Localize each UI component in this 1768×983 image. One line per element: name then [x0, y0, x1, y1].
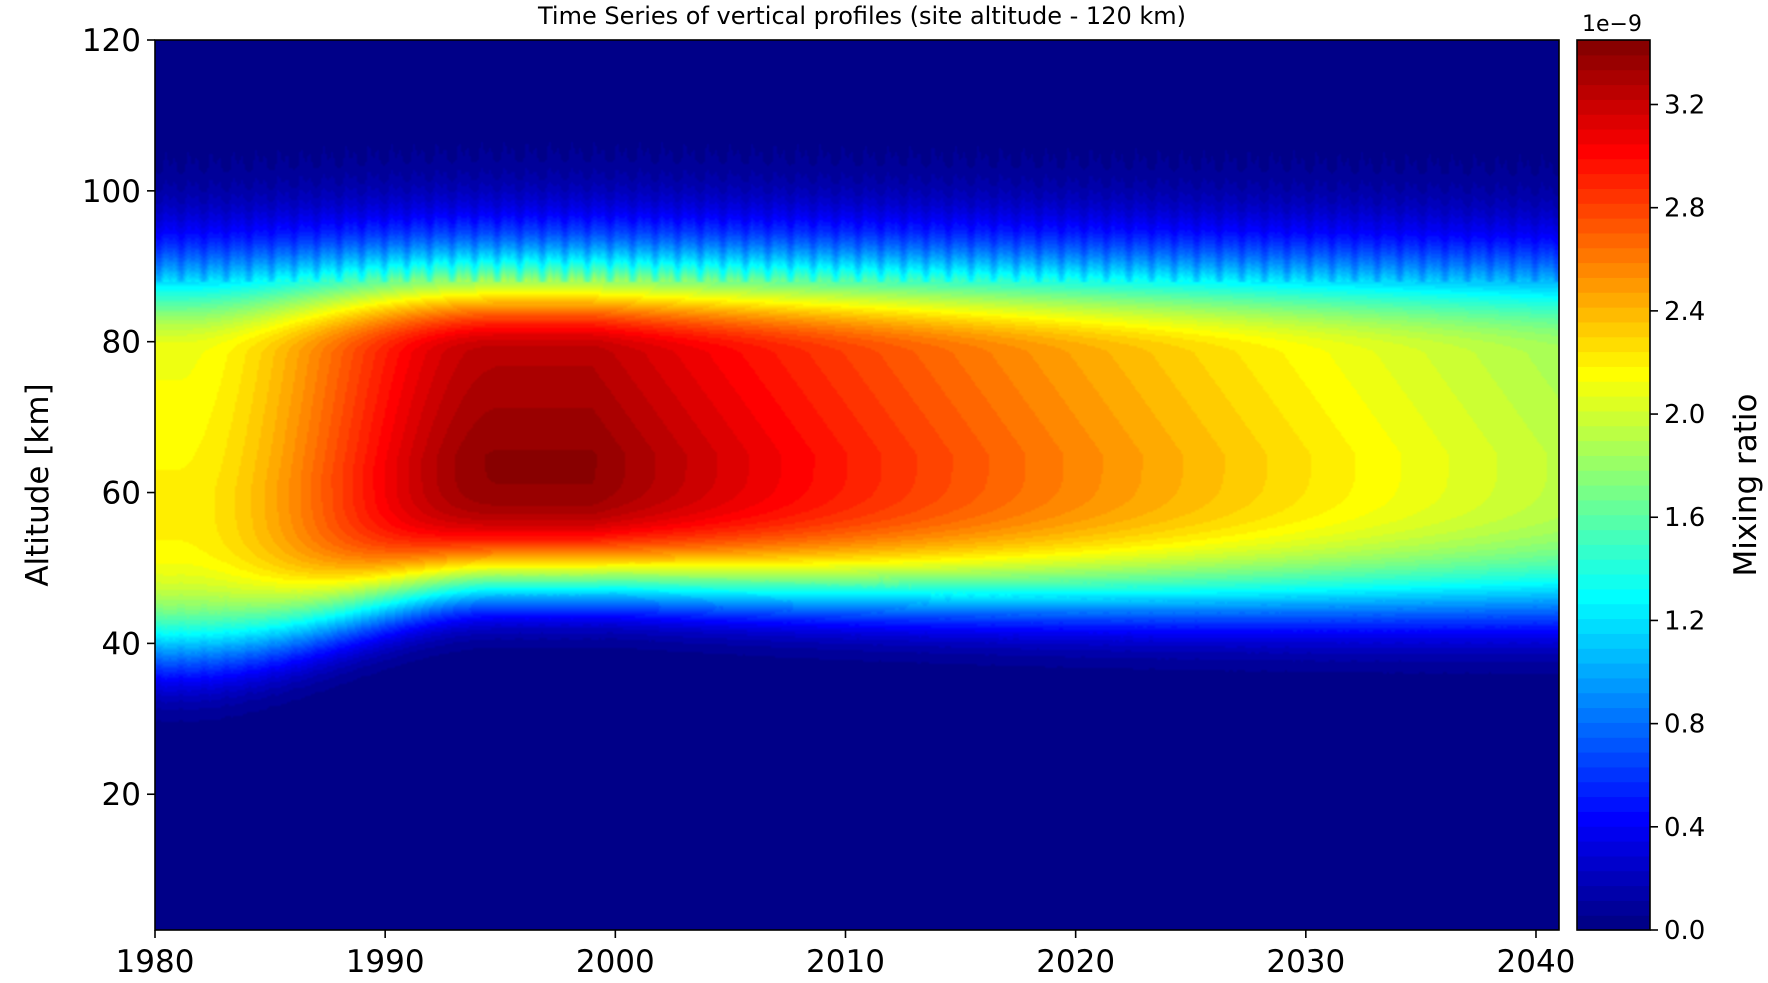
colorbar-tick-label-7: 2.8	[1664, 194, 1705, 224]
colorbar-band-28	[1577, 499, 1650, 516]
colorbar-band-29	[1577, 485, 1650, 501]
x-tick-label-2030: 2030	[1266, 944, 1345, 980]
colorbar-tick-label-6: 2.4	[1664, 297, 1705, 327]
colorbar-band-11	[1577, 752, 1650, 768]
y-tick-label-60: 60	[102, 476, 141, 512]
x-tick-label-2020: 2020	[1036, 944, 1115, 980]
colorbar-bands	[1577, 40, 1650, 931]
colorbar-band-14	[1577, 707, 1650, 723]
colorbar-band-1	[1577, 900, 1650, 916]
colorbar-band-44	[1577, 262, 1650, 278]
colorbar-band-31	[1577, 455, 1650, 471]
colorbar-band-4	[1577, 855, 1650, 872]
colorbar-band-37	[1577, 366, 1650, 382]
y-tick-label-40: 40	[102, 626, 141, 662]
colorbar-band-41	[1577, 307, 1650, 323]
colorbar-band-2	[1577, 885, 1650, 901]
colorbar-band-53	[1577, 129, 1650, 145]
y-tick-label-20: 20	[102, 777, 141, 813]
y-axis-label: Altitude [km]	[20, 383, 56, 586]
colorbar-offset-label: 1e−9	[1582, 12, 1642, 37]
colorbar-band-16	[1577, 677, 1650, 694]
colorbar-band-26	[1577, 529, 1650, 545]
x-tick-label-2000: 2000	[576, 944, 655, 980]
colorbar-band-15	[1577, 692, 1650, 709]
colorbar-tick-label-8: 3.2	[1664, 90, 1705, 120]
colorbar-band-51	[1577, 158, 1650, 175]
colorbar-band-10	[1577, 766, 1650, 783]
colorbar-band-46	[1577, 232, 1650, 249]
colorbar-tick-label-4: 1.6	[1664, 503, 1705, 533]
colorbar-band-8	[1577, 796, 1650, 812]
colorbar-band-47	[1577, 218, 1650, 234]
colorbar-band-40	[1577, 321, 1650, 338]
x-tick-label-2040: 2040	[1497, 944, 1576, 980]
colorbar-band-57	[1577, 69, 1650, 86]
colorbar-band-0	[1577, 915, 1650, 931]
colorbar-tick-label-3: 1.2	[1664, 606, 1705, 636]
colorbar-band-35	[1577, 396, 1650, 412]
colorbar-band-17	[1577, 663, 1650, 679]
y-axis: 20 40 60 80 100 120	[82, 23, 155, 813]
colorbar-tick-label-2: 0.8	[1664, 710, 1705, 740]
colorbar-band-18	[1577, 648, 1650, 664]
x-tick-label-1980: 1980	[116, 944, 195, 980]
colorbar-band-33	[1577, 425, 1650, 442]
colorbar-band-21	[1577, 603, 1650, 620]
colorbar-band-58	[1577, 54, 1650, 71]
colorbar-band-55	[1577, 99, 1650, 115]
heatmap-field	[155, 40, 1559, 930]
colorbar-band-12	[1577, 737, 1650, 753]
chart-title: Time Series of vertical profiles (site a…	[537, 2, 1186, 30]
colorbar-band-23	[1577, 574, 1650, 590]
colorbar-band-48	[1577, 203, 1650, 219]
x-axis: 1980 1990 2000 2010 2020 2030 2040	[116, 930, 1576, 980]
colorbar-band-9	[1577, 781, 1650, 798]
colorbar-band-24	[1577, 559, 1650, 575]
colorbar-band-52	[1577, 143, 1650, 160]
y-tick-label-120: 120	[82, 23, 141, 59]
colorbar-tick-label-0: 0.0	[1664, 916, 1705, 946]
plot-area	[154, 39, 1560, 931]
colorbar-band-30	[1577, 470, 1650, 486]
colorbar-band-20	[1577, 618, 1650, 634]
colorbar-band-59	[1577, 40, 1650, 56]
colorbar-label: Mixing ratio	[1728, 394, 1764, 577]
colorbar-band-42	[1577, 292, 1650, 308]
colorbar-band-45	[1577, 247, 1650, 264]
y-tick-label-100: 100	[82, 174, 141, 210]
colorbar-band-34	[1577, 410, 1650, 427]
colorbar-axis: 0.0 0.4 0.8 1.2 1.6 2.0 2.4 2.8 3.2	[1650, 90, 1705, 946]
colorbar-band-39	[1577, 336, 1650, 353]
plot-frame	[154, 39, 1560, 931]
colorbar: 0.0 0.4 0.8 1.2 1.6 2.0 2.4 2.8 3.2 1e−9 Mixing …	[1576, 12, 1764, 946]
colorbar-band-32	[1577, 440, 1650, 456]
colorbar-tick-label-1: 0.4	[1664, 813, 1705, 843]
colorbar-band-25	[1577, 544, 1650, 560]
colorbar-tick-label-5: 2.0	[1664, 400, 1705, 430]
colorbar-band-27	[1577, 514, 1650, 531]
colorbar-band-5	[1577, 841, 1650, 857]
colorbar-frame	[1576, 39, 1651, 931]
colorbar-band-3	[1577, 870, 1650, 887]
y-tick-label-80: 80	[102, 325, 141, 361]
colorbar-band-38	[1577, 351, 1650, 367]
colorbar-band-54	[1577, 114, 1650, 130]
colorbar-band-7	[1577, 811, 1650, 827]
colorbar-band-43	[1577, 277, 1650, 293]
colorbar-band-13	[1577, 722, 1650, 738]
colorbar-band-6	[1577, 826, 1650, 842]
colorbar-band-36	[1577, 381, 1650, 397]
colorbar-band-56	[1577, 84, 1650, 100]
x-tick-label-1990: 1990	[346, 944, 425, 980]
colorbar-band-50	[1577, 173, 1650, 189]
x-tick-label-2010: 2010	[806, 944, 885, 980]
colorbar-band-22	[1577, 588, 1650, 605]
colorbar-band-49	[1577, 188, 1650, 204]
colorbar-band-19	[1577, 633, 1650, 649]
